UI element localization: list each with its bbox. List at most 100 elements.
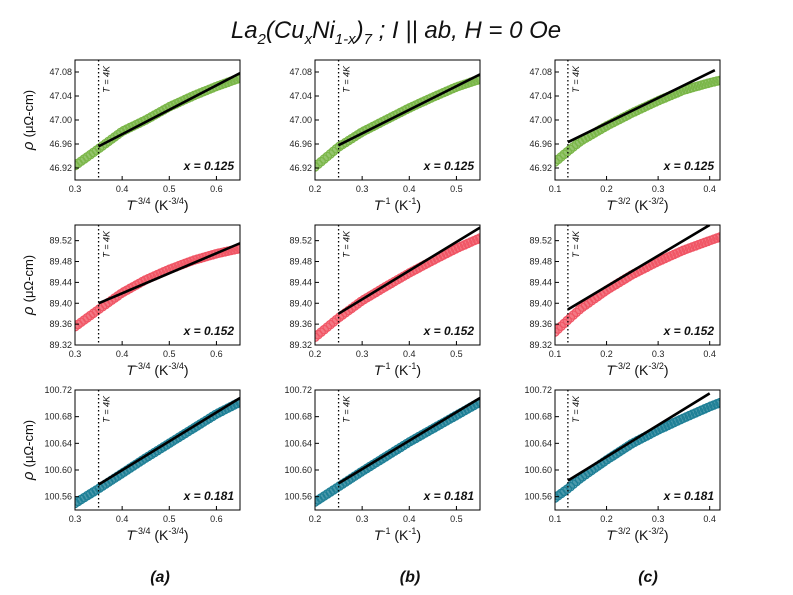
y-tick-label: 89.40 xyxy=(49,298,72,308)
x-axis-label: T-3/4 (K-3/4) xyxy=(126,526,188,543)
chart-panel-a-2: T = 4K 0.3 0.4 0.5 0.6 89.32 89.36 89.40 89.44 89… xyxy=(20,224,241,378)
y-tick-label: 47.00 xyxy=(289,115,312,125)
plot-area xyxy=(555,225,720,337)
x-tick-label: 0.3 xyxy=(356,514,369,524)
chart-panel-c-2: T = 4K 0.1 0.2 0.3 0.4 89.32 89.36 89.40 89.44 89… xyxy=(529,224,721,378)
y-tick-label: 46.96 xyxy=(49,139,72,149)
axes-frame xyxy=(554,389,721,511)
composition-annotation: x = 0.125 xyxy=(183,159,235,173)
panel-label-c: (c) xyxy=(638,569,658,586)
temperature-annotation: T = 4K xyxy=(102,395,112,423)
y-tick-label: 100.72 xyxy=(44,385,72,395)
y-tick-label: 100.60 xyxy=(524,465,552,475)
temperature-annotation: T = 4K xyxy=(342,65,352,93)
x-tick-label: 0.4 xyxy=(116,349,129,359)
x-tick-label: 0.4 xyxy=(403,349,416,359)
y-tick-label: 47.08 xyxy=(289,67,312,77)
x-tick-label: 0.5 xyxy=(163,184,176,194)
fit-line xyxy=(337,73,480,147)
x-tick-label: 0.5 xyxy=(450,184,463,194)
x-tick-label: 0.4 xyxy=(403,514,416,524)
y-axis-label: ρ (μΩ-cm) xyxy=(20,255,37,316)
y-tick-label: 46.92 xyxy=(49,163,72,173)
y-tick-label: 47.04 xyxy=(49,91,72,101)
chart-panel-b-1: T = 4K 0.2 0.3 0.4 0.5 46.92 46.96 47.00 47.04 47… xyxy=(289,59,481,213)
y-tick-label: 89.44 xyxy=(289,277,312,287)
y-tick-label: 100.68 xyxy=(284,412,312,422)
x-tick-label: 0.1 xyxy=(549,184,562,194)
y-axis-label: ρ (μΩ-cm) xyxy=(20,420,37,481)
y-tick-label: 100.72 xyxy=(524,385,552,395)
plot-area xyxy=(555,392,720,503)
y-tick-label: 100.68 xyxy=(524,412,552,422)
chart-panel-a-1: T = 4K 0.3 0.4 0.5 0.6 46.92 46.96 47.00 47.04 47… xyxy=(20,59,241,213)
composition-annotation: x = 0.181 xyxy=(183,489,235,503)
y-tick-label: 89.48 xyxy=(529,257,552,267)
y-tick-label: 89.40 xyxy=(289,298,312,308)
y-tick-label: 89.52 xyxy=(289,236,312,246)
x-tick-label: 0.3 xyxy=(69,514,82,524)
y-tick-label: 89.32 xyxy=(529,340,552,350)
x-tick-label: 0.4 xyxy=(403,184,416,194)
x-axis-label: T-1 (K-1) xyxy=(374,526,421,543)
y-tick-label: 100.64 xyxy=(284,438,312,448)
y-tick-label: 47.00 xyxy=(529,115,552,125)
composition-annotation: x = 0.181 xyxy=(663,489,715,503)
y-tick-label: 89.32 xyxy=(289,340,312,350)
x-axis-label: T-3/4 (K-3/4) xyxy=(126,361,188,378)
y-tick-label: 100.56 xyxy=(524,492,552,502)
x-axis-label: T-3/2 (K-3/2) xyxy=(606,196,668,213)
y-tick-label: 47.08 xyxy=(49,67,72,77)
plot-area xyxy=(75,242,240,332)
x-tick-label: 0.3 xyxy=(69,349,82,359)
y-tick-label: 100.64 xyxy=(44,438,72,448)
panels: T = 4K 0.3 0.4 0.5 0.6 46.92 46.96 47.00 47.04 47… xyxy=(20,59,721,543)
axes-frame xyxy=(74,389,241,511)
y-tick-label: 46.92 xyxy=(529,163,552,173)
y-tick-label: 100.56 xyxy=(284,492,312,502)
x-axis-label: T-3/2 (K-3/2) xyxy=(606,361,668,378)
y-tick-label: 89.36 xyxy=(289,319,312,329)
y-axis-label: ρ (μΩ-cm) xyxy=(20,90,37,151)
figure-title: La2(CuxNi1-x)7 ; I || ab, H = 0 Oe xyxy=(231,17,561,48)
x-axis-label: T-1 (K-1) xyxy=(374,196,421,213)
temperature-annotation: T = 4K xyxy=(102,230,112,258)
chart-panel-c-3: T = 4K 0.1 0.2 0.3 0.4 100.56 100.60 100.64 100.… xyxy=(524,385,721,543)
plot-area xyxy=(315,226,480,342)
panel-label-a: (a) xyxy=(150,569,170,586)
y-tick-label: 89.32 xyxy=(49,340,72,350)
temperature-annotation: T = 4K xyxy=(102,65,112,93)
axes-frame xyxy=(554,224,721,346)
fit-line xyxy=(97,396,240,486)
x-axis-label: T-3/2 (K-3/2) xyxy=(606,526,668,543)
x-tick-label: 0.5 xyxy=(163,514,176,524)
plot-area xyxy=(315,396,480,507)
fit-line xyxy=(567,392,711,482)
axes-frame xyxy=(314,224,481,346)
x-tick-label: 0.4 xyxy=(116,514,129,524)
x-tick-label: 0.3 xyxy=(652,349,665,359)
temperature-annotation: T = 4K xyxy=(571,65,581,93)
y-tick-label: 89.48 xyxy=(289,257,312,267)
x-axis-label: T-1 (K-1) xyxy=(374,361,421,378)
x-tick-label: 0.4 xyxy=(116,184,129,194)
temperature-annotation: T = 4K xyxy=(571,395,581,423)
x-tick-label: 0.5 xyxy=(450,349,463,359)
chart-panel-c-1: T = 4K 0.1 0.2 0.3 0.4 46.92 46.96 47.00 47.04 47… xyxy=(529,59,721,213)
x-tick-label: 0.4 xyxy=(703,514,716,524)
data-point xyxy=(235,243,240,254)
composition-annotation: x = 0.152 xyxy=(183,324,235,338)
x-tick-label: 0.3 xyxy=(356,349,369,359)
x-tick-label: 0.6 xyxy=(210,349,223,359)
temperature-annotation: T = 4K xyxy=(342,230,352,258)
fit-line xyxy=(567,69,716,144)
x-tick-label: 0.2 xyxy=(600,184,613,194)
y-tick-label: 47.00 xyxy=(49,115,72,125)
composition-annotation: x = 0.152 xyxy=(423,324,475,338)
y-tick-label: 46.92 xyxy=(289,163,312,173)
x-tick-label: 0.3 xyxy=(69,184,82,194)
y-tick-label: 89.44 xyxy=(49,277,72,287)
x-tick-label: 0.2 xyxy=(309,349,322,359)
y-tick-label: 89.36 xyxy=(529,319,552,329)
